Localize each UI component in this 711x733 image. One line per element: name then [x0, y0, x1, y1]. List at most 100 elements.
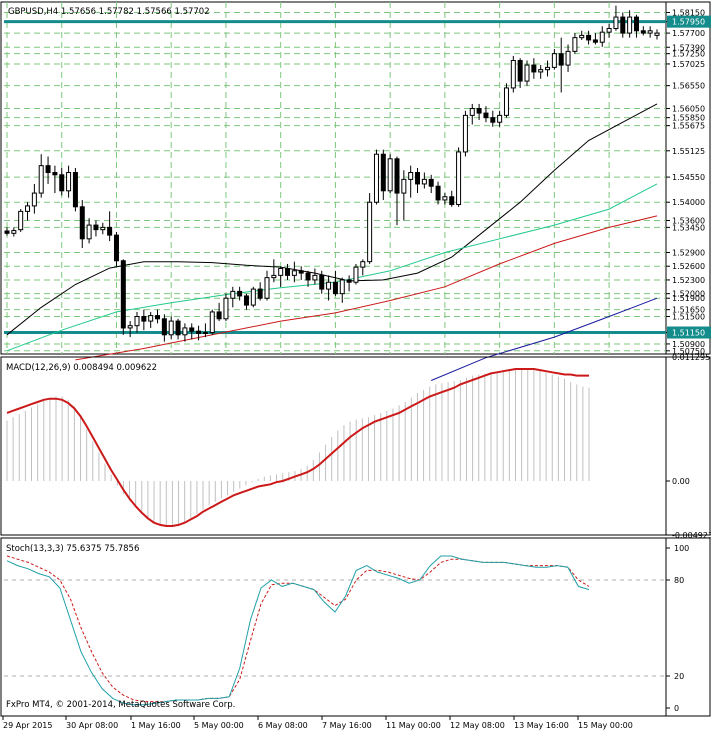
candle-body: [606, 28, 612, 33]
candle-body: [148, 315, 154, 322]
candle-body: [18, 210, 24, 231]
price-tick-label: 1.58150: [672, 9, 705, 18]
price-tick-label: 1.57390: [672, 43, 705, 52]
candle-body: [243, 295, 249, 306]
candle-body: [654, 32, 660, 36]
candle-body: [579, 34, 585, 39]
candle-body: [72, 172, 78, 208]
candle-body: [209, 311, 215, 334]
time-tick-label: 6 May 08:00: [258, 721, 308, 730]
price-tick-label: 1.57025: [672, 60, 705, 69]
price-level-label: 1.57950: [672, 18, 705, 27]
price-tick-label: 1.55850: [672, 114, 705, 123]
candle-body: [380, 153, 386, 192]
candle-body: [127, 325, 133, 329]
candle-body: [285, 268, 291, 276]
candle-body: [394, 158, 400, 194]
candle-body: [120, 260, 126, 329]
candle-body: [640, 30, 646, 34]
time-tick-label: 1 May 16:00: [131, 721, 181, 730]
candle-body: [100, 226, 106, 231]
price-tick-label: 1.53450: [672, 223, 705, 232]
candle-body: [237, 290, 243, 297]
price-tick-label: 1.51500: [672, 313, 705, 322]
candle-body: [373, 153, 379, 203]
candle-body: [45, 165, 51, 174]
candle-body: [31, 192, 37, 207]
price-tick-label: 1.57700: [672, 29, 705, 38]
price-tick-label: 1.52600: [672, 262, 705, 271]
price-tick-label: 1.54550: [672, 173, 705, 182]
candle-body: [497, 114, 503, 123]
price-tick-label: 1.54000: [672, 198, 705, 207]
candle-body: [189, 327, 195, 332]
candle-body: [346, 279, 352, 283]
price-tick-label: 1.52300: [672, 276, 705, 285]
time-tick-label: 15 May 00:00: [578, 721, 633, 730]
candle-body: [531, 64, 537, 73]
candle-body: [421, 178, 427, 185]
candle-body: [79, 206, 85, 240]
price-tick-label: 1.52900: [672, 249, 705, 258]
candle-body: [586, 34, 592, 41]
candle-body: [134, 316, 140, 327]
candle-body: [38, 165, 44, 194]
macd-tick-label: 0.00: [672, 477, 690, 486]
time-tick-label: 12 May 08:00: [450, 721, 505, 730]
candle-body: [25, 205, 31, 212]
price-tick-label: 1.55675: [672, 122, 705, 131]
candle-body: [449, 196, 455, 206]
candle-body: [565, 50, 571, 66]
candle-body: [291, 270, 297, 276]
price-pane-frame: [0, 1, 711, 355]
price-tick-label: 1.57250: [672, 50, 705, 59]
price-tick-label: 1.52000: [672, 290, 705, 299]
candle-body: [558, 53, 564, 66]
candle-body: [175, 320, 181, 336]
moving-average-line: [75, 215, 658, 361]
price-level-tag: [667, 15, 711, 28]
candle-body: [161, 318, 167, 336]
candle-body: [572, 37, 578, 52]
candle-body: [517, 60, 523, 82]
price-tick-label: 1.53600: [672, 217, 705, 226]
candle-body: [305, 272, 311, 281]
candle-body: [86, 224, 92, 240]
moving-average-line: [6, 103, 658, 336]
stoch-signal-line: [6, 555, 590, 703]
candle-body: [353, 266, 359, 283]
candle-body: [271, 274, 277, 279]
candle-body: [312, 274, 318, 281]
candle-body: [196, 330, 202, 334]
candle-body: [647, 30, 653, 34]
candle-body: [483, 112, 489, 119]
candle-body: [66, 172, 72, 192]
candle-body: [503, 87, 509, 116]
price-tick-label: 1.55125: [672, 147, 705, 156]
candle-body: [524, 64, 530, 82]
candle-body: [510, 60, 516, 89]
candle-body: [538, 69, 544, 73]
candle-body: [298, 270, 304, 274]
stoch-tick-label: 20: [674, 672, 684, 681]
moving-average-line: [6, 183, 658, 352]
time-tick-label: 29 Apr 2015: [3, 721, 52, 730]
candle-body: [4, 230, 10, 234]
candle-body: [408, 172, 414, 180]
candle-body: [223, 297, 229, 320]
stoch-tick-label: 100: [674, 544, 689, 553]
candle-body: [202, 332, 208, 335]
candle-body: [599, 31, 605, 43]
macd-tick-label: -0.004923: [672, 531, 711, 540]
candle-body: [627, 16, 633, 34]
price-level-label: 1.51150: [672, 329, 705, 338]
candle-body: [592, 39, 598, 43]
candle-body: [332, 281, 338, 295]
candle-body: [476, 108, 482, 114]
time-tick-label: 13 May 16:00: [514, 721, 569, 730]
macd-signal-line: [6, 368, 589, 527]
candle-body: [155, 315, 161, 320]
candle-body: [462, 114, 468, 153]
candle-body: [326, 281, 332, 290]
